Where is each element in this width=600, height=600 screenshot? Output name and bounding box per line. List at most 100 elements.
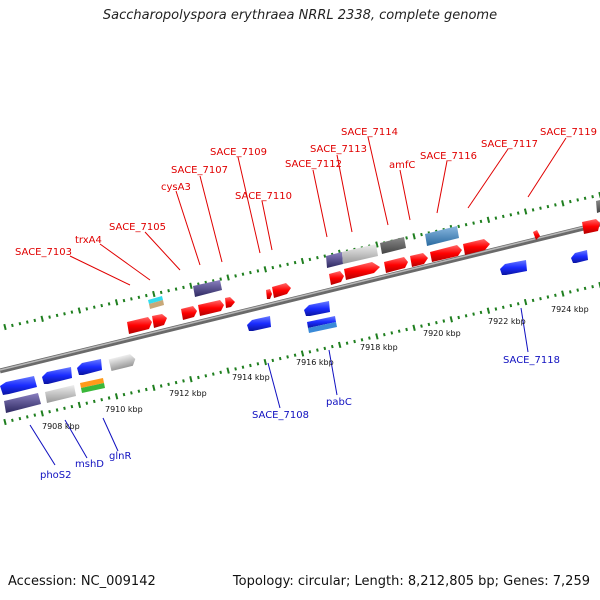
track-tick xyxy=(256,269,260,273)
gene-label: cysA3 xyxy=(161,182,191,193)
tick-label: 7918 kbp xyxy=(360,343,398,352)
track-tick xyxy=(204,374,208,378)
track-tick xyxy=(554,203,557,207)
gene-label: phoS2 xyxy=(40,470,72,481)
track-tick xyxy=(144,387,148,392)
track-tick xyxy=(48,410,51,414)
gene-feature xyxy=(533,230,540,240)
track-tick xyxy=(122,392,126,397)
track-tick xyxy=(25,320,29,324)
gene-feature xyxy=(500,260,527,275)
genome-summary-text: Topology: circular; Length: 8,212,805 bp… xyxy=(232,574,590,589)
track-tick xyxy=(63,406,66,410)
track-tick xyxy=(338,341,342,349)
gene-label: SACE_7112 xyxy=(285,159,342,170)
track-tick xyxy=(189,376,193,383)
track-tick xyxy=(293,353,297,357)
track-tick xyxy=(107,302,111,306)
top-gene-labels: SACE_7103 trxA4 SACE_7105 cysA3 SACE_710… xyxy=(15,127,597,258)
lower-tick-track xyxy=(3,281,600,426)
track-tick xyxy=(583,286,587,291)
track-tick xyxy=(234,274,237,278)
track-tick xyxy=(293,260,297,265)
gene-label: SACE_7107 xyxy=(171,165,228,176)
track-tick xyxy=(11,323,14,328)
track-tick xyxy=(486,307,491,314)
track-tick xyxy=(353,339,356,344)
track-tick xyxy=(152,290,156,298)
gene-feature xyxy=(582,219,600,234)
track-tick xyxy=(316,348,319,352)
track-tick xyxy=(494,216,498,220)
track-tick xyxy=(271,265,275,270)
track-tick xyxy=(472,312,475,316)
track-tick xyxy=(63,312,66,316)
track-tick xyxy=(278,264,282,268)
track-tick xyxy=(561,200,565,207)
gene-feature xyxy=(571,250,588,263)
track-tick xyxy=(531,298,535,303)
track-tick xyxy=(427,322,431,327)
track-tick xyxy=(48,315,51,319)
track-tick xyxy=(486,216,491,223)
gene-label: mshD xyxy=(75,459,104,470)
track-tick xyxy=(472,221,475,225)
gene-feature xyxy=(266,289,272,299)
track-tick xyxy=(174,287,178,291)
track-tick xyxy=(516,302,520,306)
track-tick xyxy=(576,288,580,292)
track-tick xyxy=(539,297,542,301)
track-tick xyxy=(278,356,282,361)
tick-label: 7920 kbp xyxy=(423,329,461,338)
track-tick xyxy=(539,206,542,210)
label-connectors xyxy=(29,136,567,466)
track-tick xyxy=(197,375,200,380)
track-tick xyxy=(85,401,89,405)
track-tick xyxy=(18,416,22,421)
track-tick xyxy=(100,303,104,308)
track-tick xyxy=(375,241,379,248)
track-tick xyxy=(405,327,408,332)
gene-label: SACE_7116 xyxy=(420,151,477,162)
track-tick xyxy=(308,350,312,354)
track-tick xyxy=(523,298,528,306)
track-tick xyxy=(100,398,104,402)
gene-feature xyxy=(247,316,271,331)
track-tick xyxy=(382,333,386,337)
gene-feature xyxy=(225,297,235,308)
track-tick xyxy=(174,380,178,385)
track-tick xyxy=(211,372,215,376)
track-tick xyxy=(219,370,223,374)
track-tick xyxy=(271,358,275,363)
track-tick xyxy=(263,358,267,366)
gene-label: pabC xyxy=(326,397,352,408)
track-tick xyxy=(464,314,468,318)
track-tick xyxy=(516,211,520,215)
track-tick xyxy=(323,346,327,351)
track-tick xyxy=(576,198,580,202)
gene-label: SACE_7103 xyxy=(15,247,72,258)
track-tick xyxy=(55,313,59,318)
track-tick xyxy=(107,396,111,400)
track-tick xyxy=(70,404,74,409)
tick-label: 7922 kbp xyxy=(488,317,526,326)
gene-feature xyxy=(410,253,428,267)
track-tick xyxy=(70,310,74,314)
gene-feature xyxy=(272,283,291,298)
track-tick xyxy=(25,415,29,419)
track-tick xyxy=(412,233,416,240)
gene-feature xyxy=(198,300,224,316)
track-tick xyxy=(360,338,364,342)
track-tick xyxy=(598,281,600,289)
track-tick xyxy=(546,204,550,209)
track-tick xyxy=(263,266,267,273)
track-tick xyxy=(137,389,141,393)
gene-feature xyxy=(42,367,72,384)
track-tick xyxy=(523,208,528,215)
track-tick xyxy=(435,321,438,325)
tick-label: 7908 kbp xyxy=(42,422,80,431)
track-tick xyxy=(397,329,401,333)
track-tick xyxy=(405,236,408,240)
track-tick xyxy=(241,365,245,369)
track-tick xyxy=(159,290,163,295)
